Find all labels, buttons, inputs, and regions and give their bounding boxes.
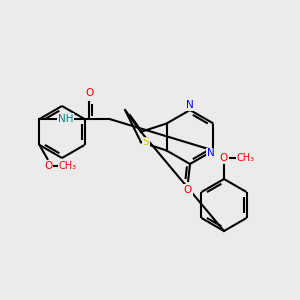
Text: CH₃: CH₃ [237,153,255,163]
Text: O: O [184,185,192,195]
Text: N: N [206,148,214,158]
Text: CH₃: CH₃ [58,161,76,171]
Text: NH: NH [58,114,73,124]
Text: N: N [186,100,194,110]
Text: O: O [44,161,52,171]
Text: O: O [220,153,228,163]
Text: S: S [142,137,149,147]
Text: O: O [85,88,94,98]
